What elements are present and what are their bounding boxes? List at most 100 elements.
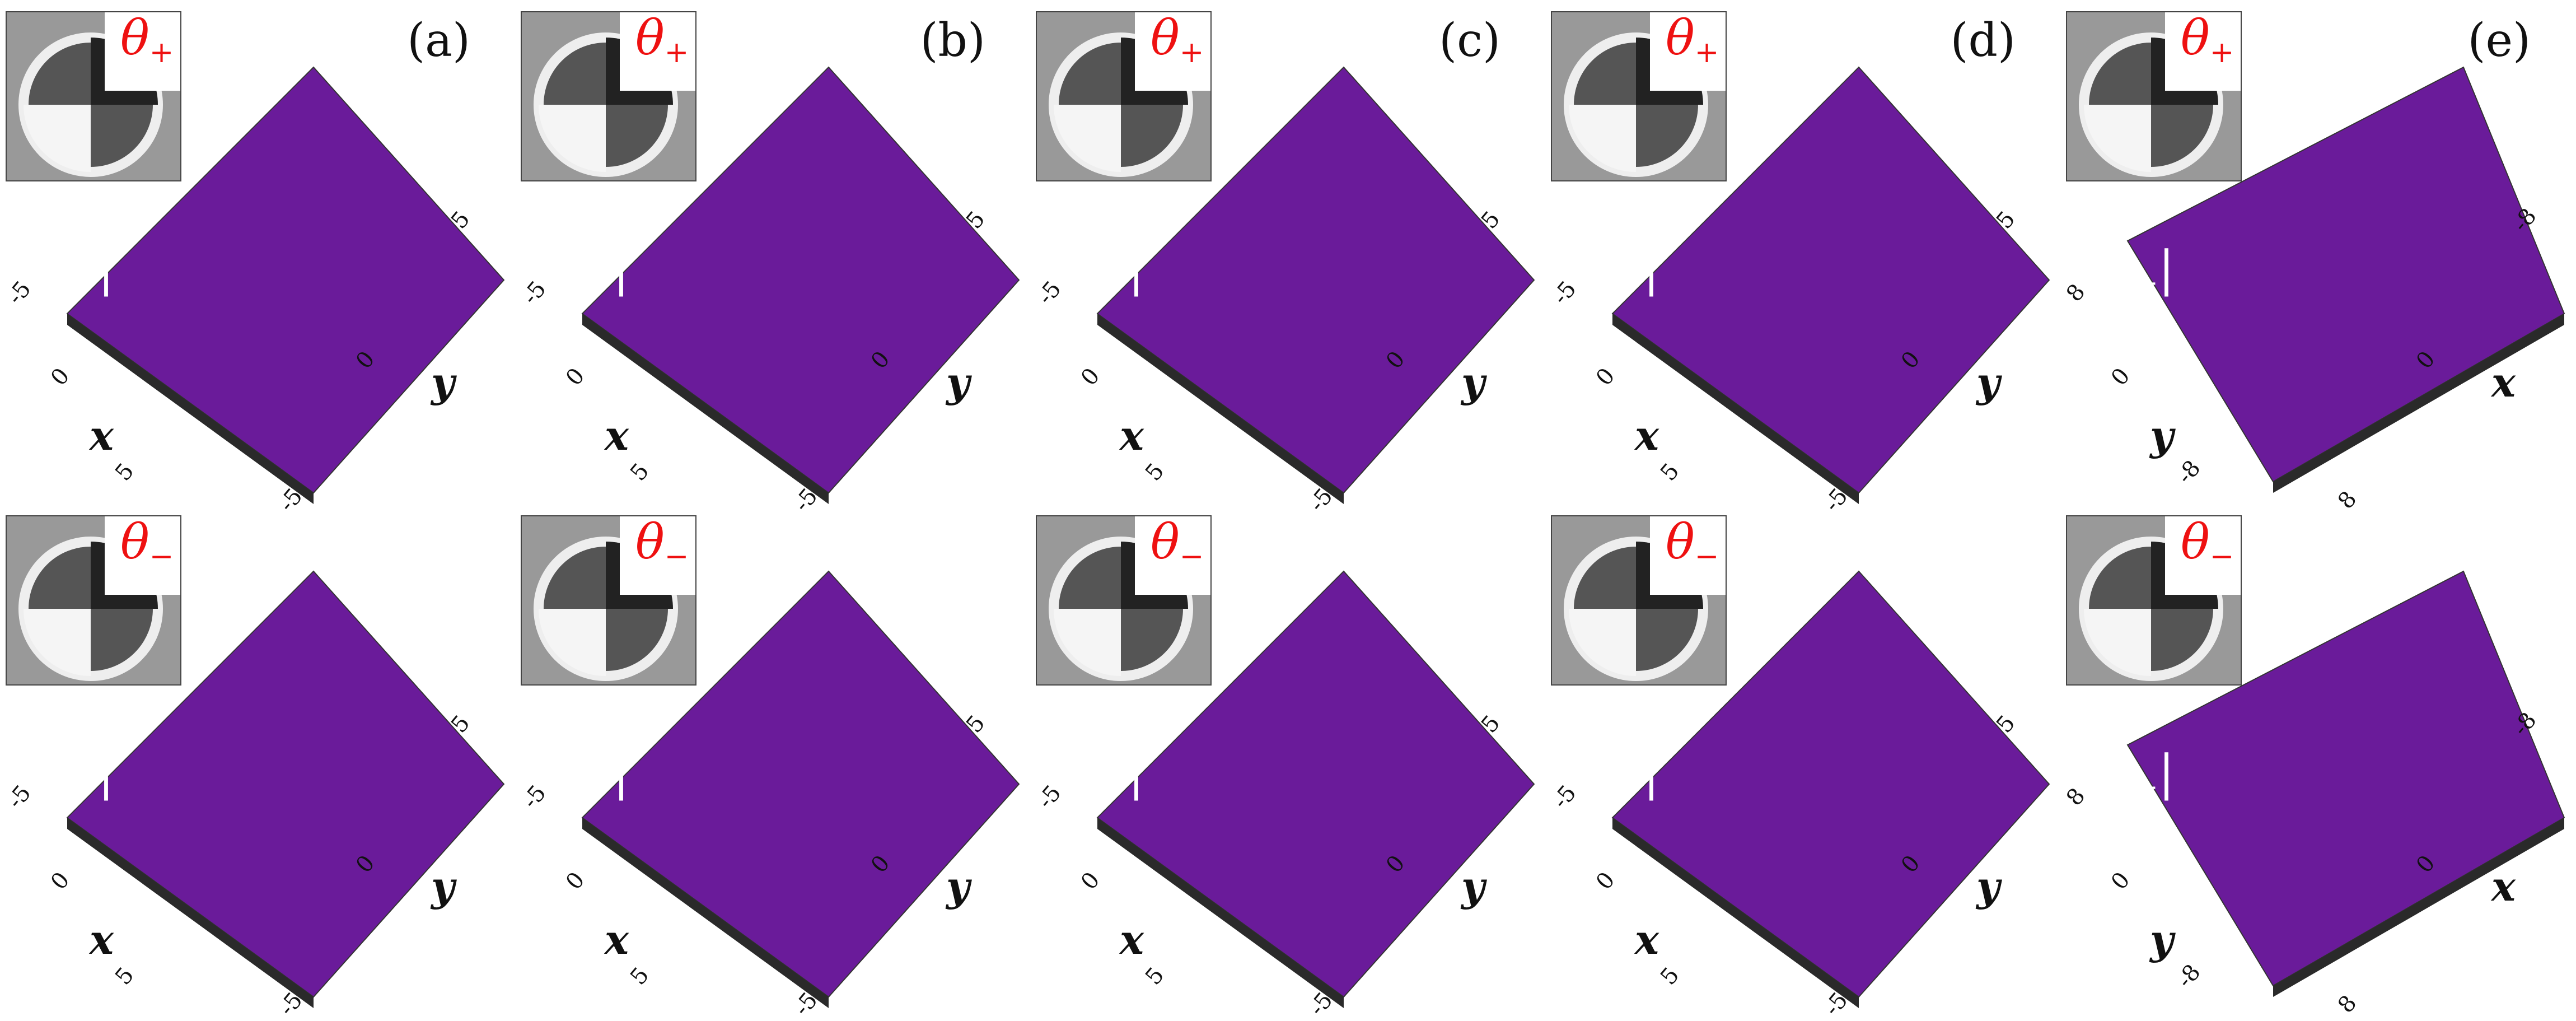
- axis-label-2: x: [2491, 863, 2516, 910]
- phase-label-symbol: θ: [1151, 10, 1180, 66]
- floor-edge: [1097, 314, 1344, 504]
- surface-plot: [1611, 570, 2050, 1008]
- axis-label-1: x: [90, 412, 114, 459]
- label-box: [1135, 516, 1210, 595]
- surface-plot: [66, 66, 505, 504]
- amplitude-label-bar: |: [1128, 241, 1144, 297]
- amplitude-label-subscript: −: [73, 771, 98, 804]
- axis-label-2: y: [946, 358, 970, 406]
- label-box: [1650, 12, 1726, 91]
- amplitude-label: |ψ−|: [2080, 745, 2175, 804]
- label-box: [1135, 12, 1210, 91]
- phase-label-symbol: θ: [2181, 514, 2210, 570]
- axis-label-1: x: [605, 412, 629, 459]
- panel-e-plus: θ+ |ψ+| (e) 8 0 -8 8 0 -8 y x: [2060, 0, 2575, 514]
- amplitude-label-subscript: −: [2134, 771, 2158, 804]
- label-box: [105, 516, 180, 595]
- amplitude-label-subscript: +: [588, 267, 613, 300]
- amplitude-label-subscript: −: [1619, 771, 1643, 804]
- phase-label-subscript: −: [2209, 540, 2234, 574]
- amplitude-label: |ψ−|: [1565, 745, 1659, 804]
- phase-inset: [521, 515, 696, 686]
- amplitude-label: |ψ−|: [535, 745, 629, 804]
- surface-plot: [1611, 66, 2050, 504]
- axis-label-1: x: [1635, 916, 1659, 963]
- amplitude-label-bar: |: [1643, 745, 1659, 801]
- axis-label-1: x: [1635, 412, 1659, 459]
- phase-label-symbol: θ: [1666, 10, 1695, 66]
- amplitude-label-bar: |: [98, 241, 114, 297]
- axis-label-2: y: [431, 863, 455, 910]
- panel-letter: (d): [1950, 14, 2016, 67]
- phase-label-symbol: θ: [1151, 514, 1180, 570]
- panel-c-minus: θ− |ψ−| -5 0 5 -5 0 5 x y: [1030, 504, 1545, 1021]
- phase-label-subscript: +: [1694, 36, 1719, 69]
- panel-letter: (c): [1439, 14, 1500, 67]
- phase-inset: [1551, 515, 1727, 686]
- label-box: [620, 516, 695, 595]
- amplitude-label-bar: |: [2158, 745, 2175, 801]
- panel-b-plus: θ+ |ψ+| (b) -5 0 5 -5 0 5 x y: [515, 0, 1030, 517]
- phase-inset: [1036, 11, 1212, 181]
- amplitude-label: |ψ+|: [535, 241, 629, 300]
- phase-label-subscript: +: [149, 36, 174, 69]
- amplitude-label-symbol: |ψ: [1050, 745, 1104, 801]
- surface-plot: [2126, 66, 2565, 493]
- phase-inset: [1551, 11, 1727, 181]
- surface-plot: [581, 66, 1020, 504]
- axis-label-2: y: [1976, 358, 2000, 406]
- phase-label: θ+: [1666, 10, 1719, 69]
- amplitude-label-symbol: |ψ: [2080, 241, 2134, 297]
- axis-label-1: y: [2150, 916, 2173, 963]
- surface-plot: [1096, 570, 1535, 1008]
- amplitude-label-bar: |: [1128, 745, 1144, 801]
- phase-label-subscript: −: [1694, 540, 1719, 574]
- panel-letter: (a): [407, 14, 470, 67]
- axis-label-1: x: [1120, 916, 1144, 963]
- amplitude-label-subscript: +: [1104, 267, 1128, 300]
- floor-edge: [1612, 314, 1859, 504]
- phase-label-symbol: θ: [635, 10, 665, 66]
- phase-label-subscript: −: [1179, 540, 1204, 574]
- panel-e-minus: θ− |ψ−| 8 0 -8 8 0 -8 y x: [2060, 504, 2575, 1018]
- axis-label-2: y: [1461, 358, 1485, 406]
- phase-label: θ−: [635, 514, 689, 574]
- label-box: [620, 12, 695, 91]
- floor-edge: [1097, 818, 1344, 1008]
- amplitude-label-subscript: +: [1619, 267, 1643, 300]
- amplitude-label: |ψ+|: [2080, 241, 2175, 300]
- amplitude-label: |ψ−|: [20, 745, 114, 804]
- floor-edge: [67, 818, 314, 1008]
- phase-label-subscript: +: [2209, 36, 2234, 69]
- amplitude-label-subscript: −: [1104, 771, 1128, 804]
- amplitude-label-symbol: |ψ: [20, 745, 74, 801]
- amplitude-label-subscript: +: [2134, 267, 2158, 300]
- phase-inset: [6, 11, 181, 181]
- phase-label-symbol: θ: [635, 514, 665, 570]
- amplitude-label-bar: |: [613, 745, 629, 801]
- floor-edge: [2273, 818, 2564, 997]
- phase-label: θ+: [635, 10, 689, 69]
- phase-inset: [6, 515, 181, 686]
- amplitude-label-bar: |: [2158, 241, 2175, 297]
- phase-label-symbol: θ: [120, 514, 149, 570]
- phase-label-symbol: θ: [2181, 10, 2210, 66]
- amplitude-label: |ψ+|: [1565, 241, 1659, 300]
- phase-label: θ+: [1151, 10, 1204, 69]
- label-box: [2165, 12, 2241, 91]
- amplitude-label-symbol: |ψ: [2080, 745, 2134, 801]
- floor-edge: [582, 818, 829, 1008]
- phase-label: θ+: [120, 10, 174, 69]
- phase-inset: [521, 11, 696, 181]
- axis-label-2: x: [2491, 358, 2516, 406]
- axis-label-2: y: [946, 863, 970, 910]
- axis-label-1: x: [1120, 412, 1144, 459]
- panel-letter: (b): [920, 14, 985, 67]
- surface-plot: [2126, 570, 2565, 997]
- amplitude-label-symbol: |ψ: [1565, 745, 1619, 801]
- phase-label-subscript: −: [664, 540, 689, 574]
- surface-plot: [581, 570, 1020, 1008]
- phase-label-subscript: +: [664, 36, 689, 69]
- surface-plot: [1096, 66, 1535, 504]
- axis-label-1: y: [2150, 412, 2173, 459]
